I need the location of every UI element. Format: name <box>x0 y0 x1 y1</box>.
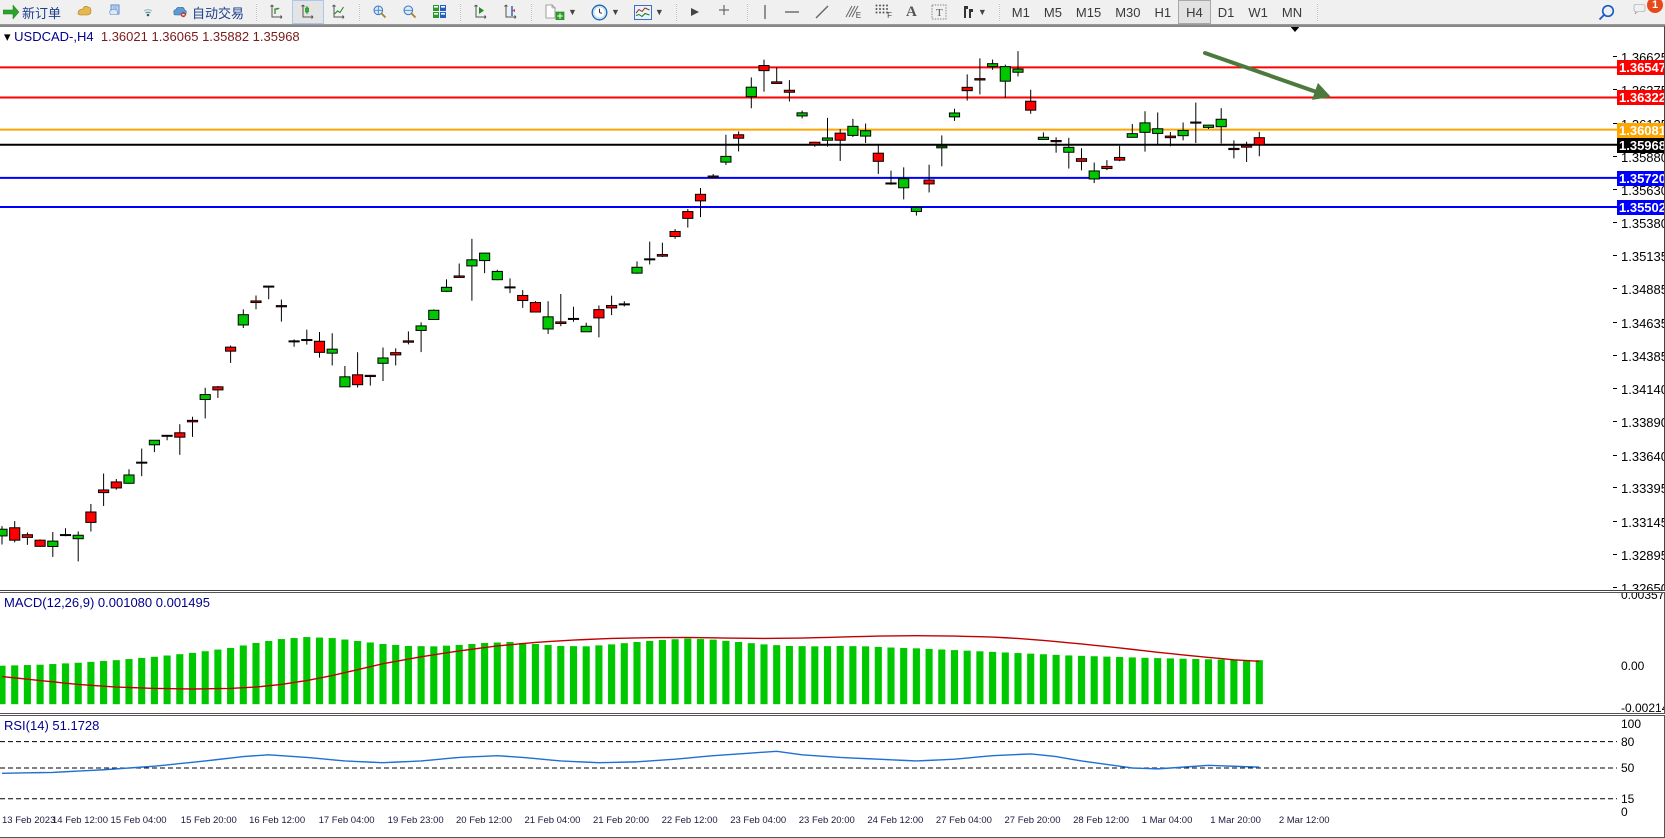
svg-text:T: T <box>936 7 943 19</box>
